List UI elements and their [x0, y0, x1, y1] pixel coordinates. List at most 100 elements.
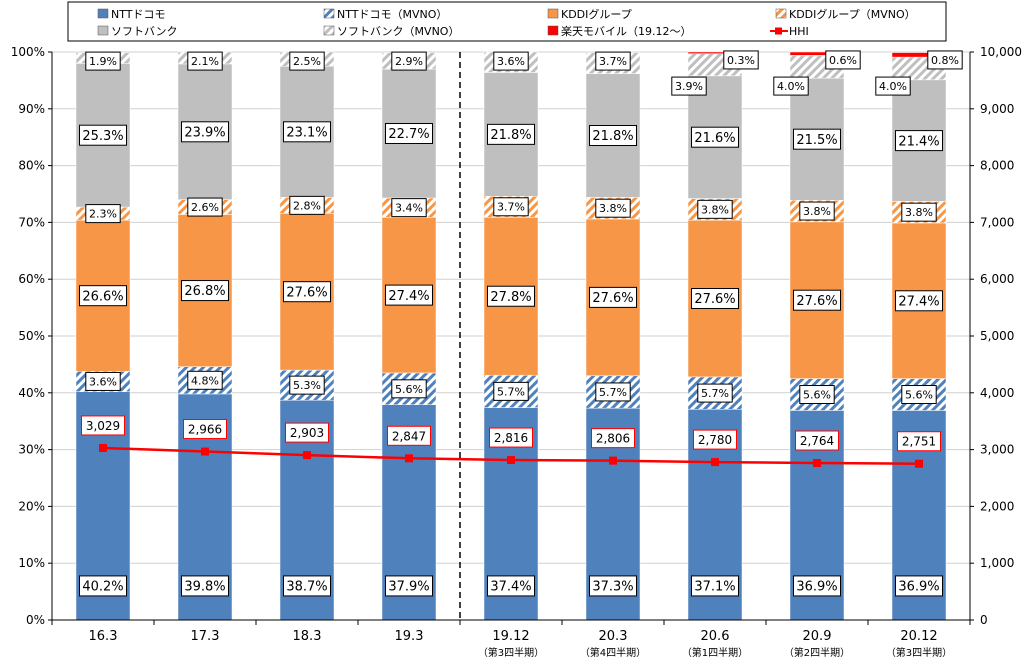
data-label-softbank-mvno-17-3-box: [187, 51, 223, 71]
right-tick-label: 10,000: [980, 45, 1022, 59]
data-label-softbank-mvno-19-3: 2.9%: [391, 51, 427, 71]
data-label-kddi-mvno-20-3-text: 3.8%: [599, 202, 627, 215]
data-label-docomo-mvno-19-3-text: 5.6%: [395, 383, 423, 396]
data-label-softbank-mvno-20-12-text: 4.0%: [879, 80, 907, 93]
data-label-softbank-mvno-20-6-box: [671, 76, 707, 96]
data-label-docomo-20-3: 37.3%: [589, 575, 637, 597]
data-label-kddi-18-3-box: [283, 281, 331, 303]
data-label-softbank-mvno-20-9-text: 4.0%: [777, 80, 805, 93]
data-label-docomo-20-3-text: 37.3%: [592, 580, 633, 595]
data-labels: 40.2% 26.6% 25.3% 3.6% 2.3% 1.9% 39.8% 26.8% 23.…: [79, 50, 963, 597]
data-label-softbank-20-3: 21.8%: [589, 124, 637, 146]
legend-label-softbank: ソフトバンク: [111, 25, 178, 38]
data-label-docomo-19-12-text: 37.4%: [490, 580, 531, 595]
data-label-kddi-20-3-box: [589, 286, 637, 308]
data-label-kddi-19-3: 27.4%: [385, 284, 433, 306]
data-label-docomo-mvno-19-12: 5.7%: [493, 381, 529, 401]
data-label-softbank-20-12-box: [895, 130, 943, 152]
data-label-softbank-20-12-text: 21.4%: [898, 134, 939, 149]
data-label-kddi-19-3-box: [385, 284, 433, 306]
legend-label-docomo: NTTドコモ: [111, 8, 165, 21]
data-label-kddi-mvno-19-12: 3.7%: [493, 197, 529, 217]
data-label-docomo-18-3: 38.7%: [283, 575, 331, 597]
data-label-docomo-19-3: 37.9%: [385, 575, 433, 597]
data-label-rakuten-20-12-box: [927, 50, 963, 70]
hhi-label-text: 2,847: [392, 429, 426, 443]
data-label-softbank-20-3-text: 21.8%: [592, 129, 633, 144]
legend-label-docomo-mvno: NTTドコモ（MVNO）: [337, 8, 447, 21]
data-label-docomo-mvno-16-3-box: [85, 371, 121, 391]
hhi-label-text: 2,903: [290, 426, 324, 440]
data-label-softbank-mvno-19-12: 3.6%: [493, 51, 529, 71]
data-label-softbank-20-9-text: 21.5%: [796, 133, 837, 148]
data-label-docomo-mvno-18-3: 5.3%: [289, 375, 325, 395]
hhi-label-text: 2,966: [188, 423, 222, 437]
data-label-softbank-mvno-18-3-box: [289, 51, 325, 71]
data-label-softbank-19-12-box: [487, 123, 535, 145]
data-label-docomo-16-3-box: [79, 575, 127, 597]
data-label-softbank-mvno-16-3-box: [85, 51, 121, 71]
data-label-kddi-mvno-20-6-box: [697, 199, 733, 219]
legend-label-rakuten: 楽天モバイル（19.12～）: [561, 25, 692, 38]
data-label-softbank-19-12-text: 21.8%: [490, 128, 531, 143]
data-label-kddi-20-6: 27.6%: [691, 288, 739, 310]
data-label-softbank-20-9: 21.5%: [793, 128, 841, 150]
data-label-softbank-mvno-20-6: 3.9%: [671, 76, 707, 96]
data-label-softbank-17-3: 23.9%: [181, 121, 229, 143]
data-label-softbank-20-6: 21.6%: [691, 126, 739, 148]
data-label-docomo-18-3-box: [283, 575, 331, 597]
data-label-kddi-20-12-box: [895, 290, 943, 312]
data-label-rakuten-20-9: 0.6%: [825, 50, 861, 70]
data-label-kddi-mvno-20-9-box: [799, 201, 835, 221]
data-label-docomo-mvno-20-12-text: 5.6%: [905, 388, 933, 401]
x-sublabel-20-12: （第3四半期）: [886, 646, 952, 659]
hhi-label-20-9: 2,764: [795, 430, 839, 451]
data-label-docomo-mvno-18-3-box: [289, 375, 325, 395]
data-label-docomo-mvno-20-6-text: 5.7%: [701, 387, 729, 400]
data-label-docomo-mvno-20-9-box: [799, 385, 835, 405]
data-label-kddi-17-3: 26.8%: [181, 280, 229, 302]
data-label-kddi-16-3-text: 26.6%: [82, 289, 123, 304]
hhi-label-box: [387, 425, 431, 446]
data-label-kddi-mvno-20-6-text: 3.8%: [701, 203, 729, 216]
left-tick-label: 80%: [18, 159, 45, 173]
data-label-docomo-19-12-box: [487, 575, 535, 597]
data-label-docomo-mvno-20-6-box: [697, 383, 733, 403]
legend-swatch-docomo-mvno: [323, 8, 335, 19]
data-label-rakuten-20-9-box: [825, 50, 861, 70]
data-label-docomo-20-6: 37.1%: [691, 575, 739, 597]
data-label-softbank-mvno-19-12-box: [493, 51, 529, 71]
hhi-marker-19-12: [507, 456, 515, 465]
x-tick-label-20-9: 20.9: [803, 629, 832, 644]
legend-swatch-docomo: [97, 8, 109, 19]
left-tick-label: 70%: [18, 215, 45, 229]
data-label-kddi-mvno-20-9-text: 3.8%: [803, 205, 831, 218]
data-label-docomo-mvno-20-9: 5.6%: [799, 385, 835, 405]
data-label-softbank-mvno-18-3: 2.5%: [289, 51, 325, 71]
right-tick-label: 7,000: [980, 215, 1014, 229]
data-label-kddi-mvno-18-3-box: [289, 195, 325, 215]
data-label-rakuten-20-6-box: [723, 50, 759, 70]
right-tick-label: 2,000: [980, 499, 1014, 513]
data-label-docomo-19-3-box: [385, 575, 433, 597]
data-label-docomo-17-3-box: [181, 575, 229, 597]
data-label-softbank-20-12: 21.4%: [895, 130, 943, 152]
hhi-label-box: [489, 427, 533, 448]
data-label-docomo-mvno-20-12: 5.6%: [901, 385, 937, 405]
hhi-marker-20-12: [915, 459, 923, 468]
data-label-kddi-19-3-text: 27.4%: [388, 289, 429, 304]
hhi-label-text: 2,780: [698, 433, 732, 447]
hhi-marker-19-3: [405, 454, 413, 463]
data-label-docomo-20-3-box: [589, 575, 637, 597]
hhi-marker-20-9: [813, 459, 821, 468]
data-label-kddi-mvno-19-12-text: 3.7%: [497, 201, 525, 214]
data-label-kddi-mvno-18-3-text: 2.8%: [293, 199, 321, 212]
data-label-kddi-mvno-17-3-text: 2.6%: [191, 201, 219, 214]
data-label-kddi-mvno-19-3-box: [391, 198, 427, 218]
hhi-label-18-3: 2,903: [285, 422, 329, 443]
data-label-kddi-mvno-19-3: 3.4%: [391, 198, 427, 218]
hhi-label-box: [795, 430, 839, 451]
legend-swatch-hhi-marker: [775, 27, 782, 35]
data-label-kddi-mvno-19-12-box: [493, 197, 529, 217]
hhi-label-box: [591, 428, 635, 449]
